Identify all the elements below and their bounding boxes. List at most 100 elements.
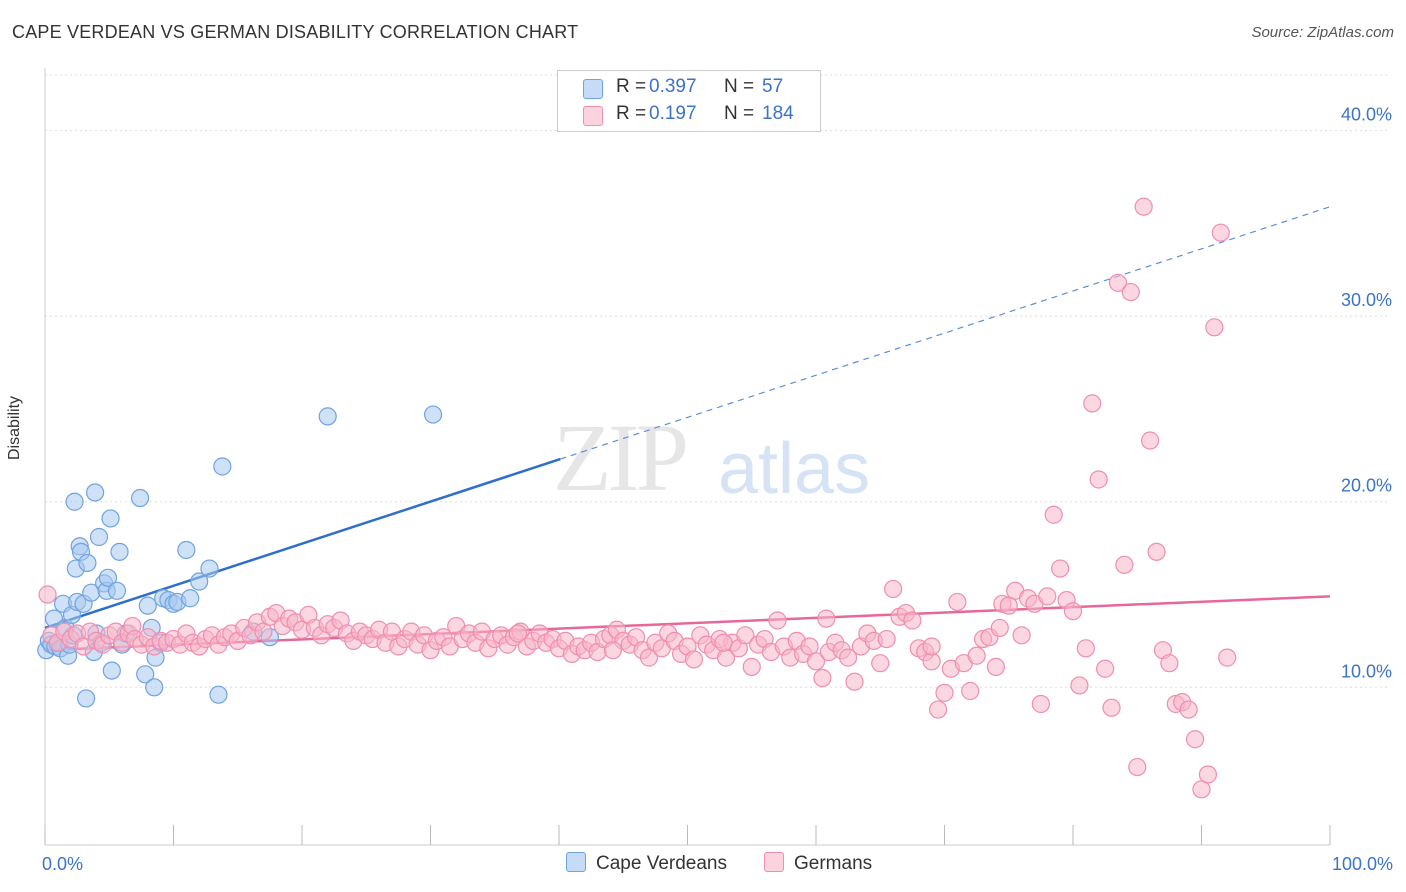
german-point <box>1051 559 1070 578</box>
source-label: Source: ZipAtlas.com <box>1251 24 1394 41</box>
x-tick-label: 0.0% <box>42 854 83 874</box>
cape-verdean-point <box>101 509 120 528</box>
legend-n-value: 57 <box>762 76 784 97</box>
cape-verdean-point <box>86 483 105 502</box>
cape-verdean-point <box>138 596 157 615</box>
german-point <box>742 657 761 676</box>
german-point <box>1179 700 1198 719</box>
german-point <box>1205 318 1224 337</box>
cape-verdean-point <box>145 678 164 697</box>
german-point <box>986 657 1006 676</box>
german-point <box>603 641 623 660</box>
german-point <box>1070 676 1089 695</box>
correlation-legend: R = 0.397 N = 57 R = 0.197 N = 184 <box>557 70 821 132</box>
watermark-zip: ZIP <box>553 404 689 511</box>
german-point <box>684 650 704 669</box>
legend-row-germans: R = 0.197 N = 184 <box>558 102 820 128</box>
german-point <box>768 611 787 630</box>
cape-verdean-point <box>318 407 337 426</box>
german-point <box>806 652 826 671</box>
german-point <box>1096 659 1115 678</box>
legend-n-label: N = <box>724 103 755 124</box>
german-point <box>990 618 1009 638</box>
cape-verdean-point <box>213 457 232 476</box>
cape-verdean-trend-line <box>44 457 561 630</box>
german-point <box>1108 273 1128 292</box>
german-point <box>508 624 527 643</box>
cape-verdean-trend-extension <box>560 206 1331 460</box>
trend-lines <box>44 206 1331 652</box>
axes <box>44 68 1331 846</box>
german-point <box>903 611 922 630</box>
german-point <box>883 579 903 599</box>
series-legend-germans: Germans <box>764 852 872 875</box>
cape-verdean-point <box>190 572 209 591</box>
german-point <box>817 609 836 628</box>
cape-verdean-point <box>65 492 84 511</box>
cape-verdean-point <box>181 589 200 608</box>
german-point <box>38 585 57 604</box>
german-point <box>1128 757 1147 777</box>
legend-r-value: 0.397 <box>649 76 697 97</box>
tick-labels: 10.0% 20.0% 30.0% 40.0% 0.0% 100.0% <box>42 105 1393 874</box>
cape-verdean-point <box>78 553 97 573</box>
german-point <box>1160 654 1179 673</box>
german-point <box>813 668 832 688</box>
x-tick-label: 100.0% <box>1332 854 1393 874</box>
german-point <box>1044 505 1063 524</box>
series-swatch-blue <box>566 852 586 872</box>
german-point <box>1185 730 1205 749</box>
german-point <box>967 646 986 665</box>
german-point <box>1083 394 1102 413</box>
german-point <box>1089 470 1108 489</box>
legend-swatch-blue <box>583 79 603 99</box>
series-name: Germans <box>794 853 873 874</box>
german-point <box>877 629 896 649</box>
german-point <box>948 592 967 612</box>
series-swatch-pink <box>764 852 784 872</box>
y-tick-label: 30.0% <box>1341 290 1392 310</box>
legend-swatch-pink <box>583 106 603 126</box>
cape-verdean-point <box>102 661 121 680</box>
cape-verdean-point <box>110 542 129 561</box>
german-point <box>1147 542 1166 561</box>
german-point <box>736 626 755 645</box>
legend-r-label: R = <box>616 76 647 97</box>
german-point <box>1115 555 1134 574</box>
german-point <box>928 700 948 719</box>
cape-verdean-point <box>177 540 196 560</box>
german-point <box>1211 223 1230 242</box>
legend-r-label: R = <box>616 103 647 124</box>
cape-verdean-point <box>89 527 109 547</box>
german-point <box>1031 694 1050 714</box>
cape-verdean-point <box>107 581 127 600</box>
series-legend-cape-verdeans: Cape Verdeans <box>566 852 727 875</box>
german-point <box>961 681 980 701</box>
cape-verdean-point <box>423 405 443 424</box>
german-point <box>1063 602 1083 621</box>
cape-verdean-point <box>136 665 155 684</box>
data-points <box>37 197 1237 799</box>
german-point <box>935 683 954 702</box>
y-tick-label: 20.0% <box>1341 476 1392 496</box>
german-point <box>871 654 890 673</box>
legend-r-value: 0.197 <box>649 103 697 124</box>
german-point <box>1140 431 1160 450</box>
watermark-atlas: atlas <box>718 429 871 509</box>
german-point <box>1198 765 1218 784</box>
legend-n-value: 184 <box>762 103 794 124</box>
german-point <box>714 633 733 652</box>
cape-verdean-point <box>209 685 228 704</box>
series-name: Cape Verdeans <box>596 853 727 874</box>
cape-verdean-point <box>200 559 219 578</box>
german-point <box>845 672 864 691</box>
y-tick-label: 10.0% <box>1341 661 1392 681</box>
cape-verdean-point <box>77 689 96 708</box>
german-point <box>1012 626 1031 645</box>
german-point <box>839 648 858 667</box>
german-point <box>1121 282 1140 302</box>
grid-lines <box>45 74 1390 688</box>
german-trend-line <box>44 595 1331 652</box>
chart-title: CAPE VERDEAN VS GERMAN DISABILITY CORREL… <box>12 22 579 42</box>
